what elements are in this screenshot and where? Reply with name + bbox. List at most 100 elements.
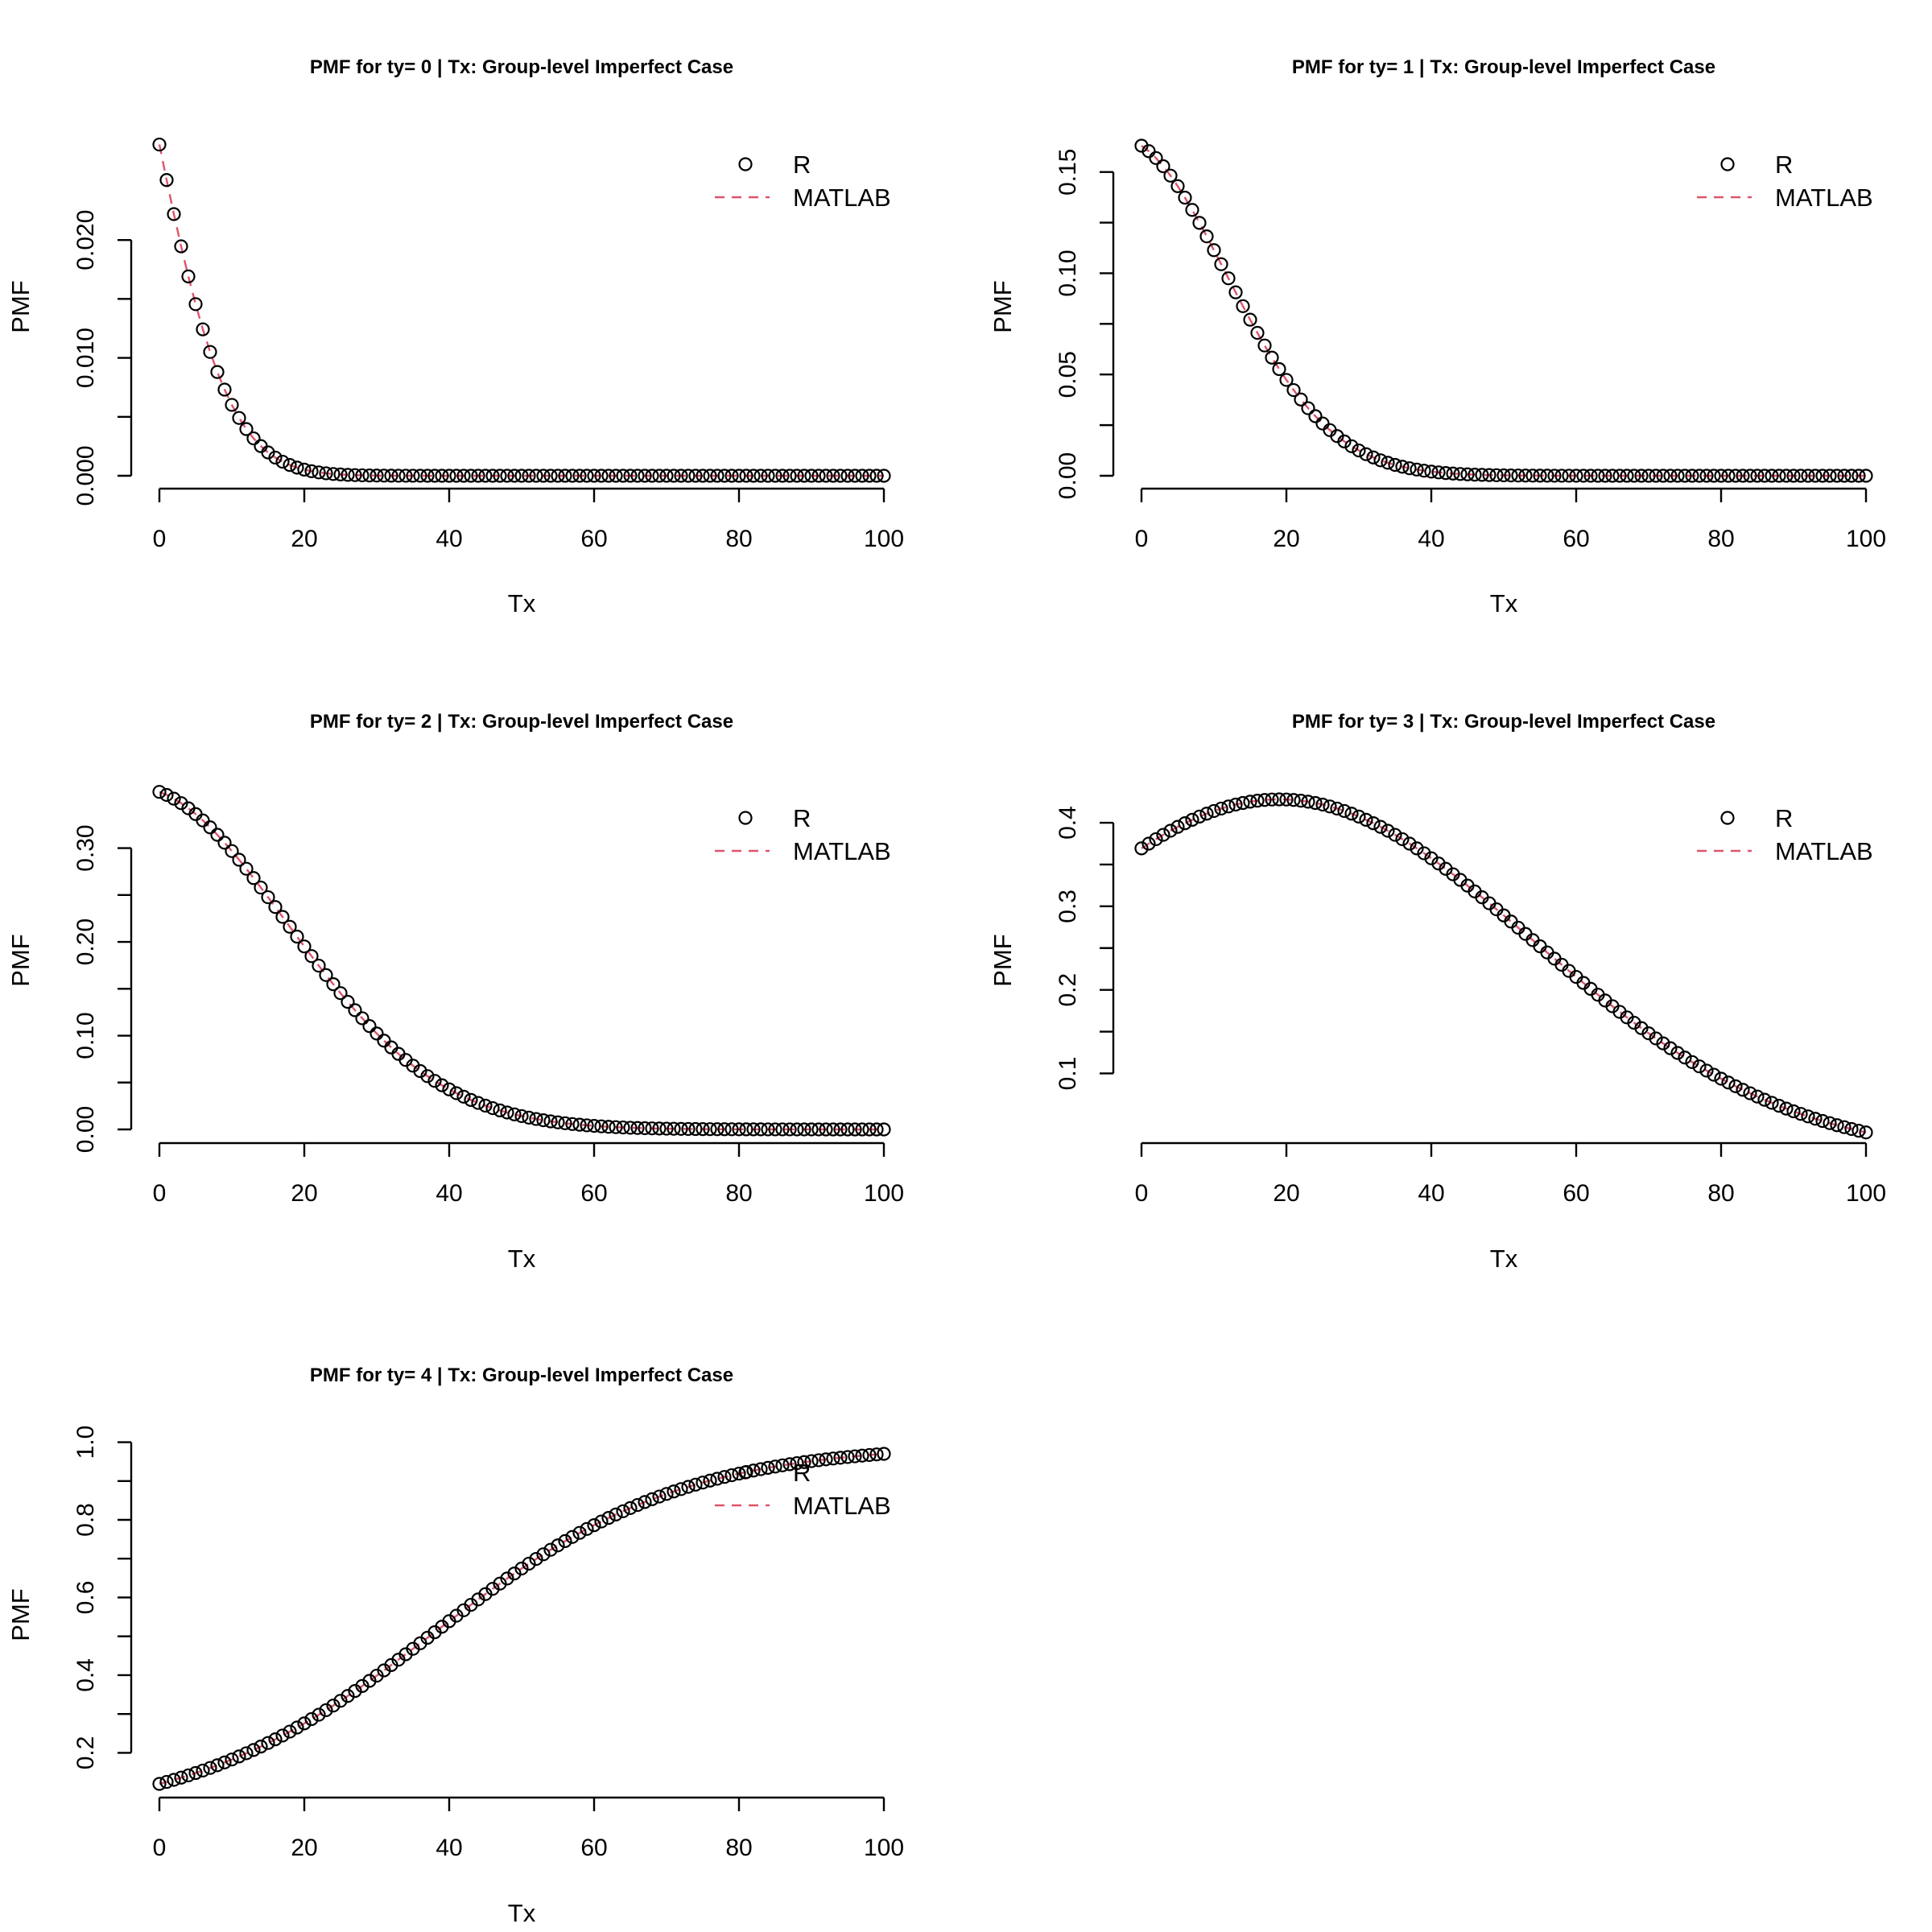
- series-r-point: [500, 1105, 514, 1120]
- series-r-point: [1685, 469, 1699, 483]
- series-r-point: [1185, 203, 1199, 217]
- series-r-point: [746, 469, 761, 483]
- series-r-point: [1612, 469, 1627, 483]
- series-r-point: [1518, 469, 1533, 483]
- series-r-point: [239, 1746, 254, 1761]
- series-r-point: [724, 1468, 739, 1483]
- series-r-point: [543, 469, 558, 483]
- series-r-point: [232, 411, 246, 425]
- series-matlab-line: [159, 1452, 885, 1785]
- series-r-point: [529, 1112, 543, 1126]
- series-r-point: [667, 1484, 681, 1499]
- series-r-point: [275, 454, 290, 469]
- series-r-point: [1395, 832, 1410, 847]
- series-r-point: [239, 422, 254, 436]
- x-tick-label: 40: [1418, 1180, 1444, 1207]
- series-r-point: [456, 469, 471, 483]
- series-r-point: [1344, 807, 1359, 821]
- series-r-point: [1315, 797, 1330, 812]
- x-tick-label: 20: [1273, 526, 1299, 552]
- series-r-point: [1170, 179, 1185, 193]
- series-r-point: [819, 1122, 833, 1137]
- x-axis-title: Tx: [508, 1899, 536, 1927]
- series-r-point: [522, 1556, 536, 1571]
- series-r-point: [775, 1122, 790, 1137]
- series-r-point: [1243, 312, 1257, 327]
- series-r-point: [167, 791, 181, 806]
- series-r-point: [1663, 1041, 1678, 1055]
- series-r-point: [1489, 468, 1504, 482]
- series-r-point: [1678, 1051, 1692, 1065]
- series-r-point: [1272, 361, 1286, 377]
- series-r-point: [1344, 439, 1359, 453]
- series-r-point: [572, 1117, 587, 1132]
- series-r-point: [1808, 469, 1823, 483]
- series-r-point: [239, 861, 254, 876]
- y-tick-label: 0.8: [72, 1503, 99, 1537]
- series-r-point: [1496, 468, 1511, 483]
- series-r-point: [1569, 469, 1583, 483]
- series-r-point: [174, 1770, 188, 1785]
- series-r-point: [804, 1454, 819, 1468]
- series-r-point: [645, 1492, 659, 1507]
- series-r-point: [203, 1761, 217, 1775]
- series-r-point: [1699, 469, 1714, 483]
- series-r-point: [543, 1542, 558, 1557]
- series-r-point: [1359, 812, 1373, 827]
- series-r-point: [761, 1122, 775, 1137]
- series-r-point: [1533, 469, 1547, 483]
- series-r-point: [398, 469, 413, 483]
- series-r-point: [152, 785, 167, 799]
- series-r-point: [188, 297, 203, 312]
- series-r-point: [196, 322, 210, 336]
- series-r-point: [1366, 450, 1381, 464]
- series-r-point: [341, 468, 355, 482]
- series-r-point: [181, 269, 196, 284]
- series-r-point: [1257, 793, 1272, 807]
- x-tick-label: 20: [291, 1835, 317, 1861]
- series-r-point: [1156, 159, 1170, 174]
- series-r-point: [869, 1447, 884, 1462]
- legend-matlab-label: MATLAB: [793, 837, 891, 865]
- series-r-point: [1794, 469, 1808, 483]
- chart-title: PMF for ty= 0 | Tx: Group-level Imperfec…: [310, 56, 733, 78]
- series-r-point: [1141, 144, 1156, 159]
- series-r-point: [558, 1534, 572, 1549]
- x-tick-label: 0: [153, 526, 167, 552]
- legend-r-label: R: [793, 804, 811, 832]
- series-r-point: [442, 469, 456, 483]
- series-r-point: [254, 880, 268, 895]
- series-r-point: [1221, 271, 1236, 286]
- series-r-point: [1308, 795, 1323, 811]
- series-r-point: [485, 1100, 500, 1116]
- series-r-point: [1598, 469, 1612, 483]
- series-matlab-line: [1141, 145, 1866, 477]
- series-r-point: [594, 1119, 609, 1133]
- series-r-point: [688, 1477, 703, 1492]
- series-r-point: [645, 1121, 659, 1136]
- series-r-point: [877, 1447, 891, 1461]
- series-r-point: [420, 1069, 435, 1084]
- series-r-point: [761, 469, 775, 483]
- series-r-point: [753, 1462, 768, 1476]
- series-r-point: [1199, 229, 1214, 244]
- series-r-point: [1750, 469, 1765, 483]
- series-r-point: [536, 469, 551, 483]
- series-r-point: [1721, 469, 1736, 483]
- series-r-point: [1859, 1125, 1873, 1140]
- series-r-point: [1468, 468, 1482, 482]
- series-r-point: [1192, 216, 1207, 230]
- y-tick-label: 0.020: [72, 210, 99, 270]
- series-r-point: [1221, 799, 1236, 814]
- series-r-point: [1605, 469, 1620, 483]
- series-r-point: [1801, 1109, 1815, 1124]
- series-r-point: [1728, 469, 1743, 483]
- series-r-point: [558, 469, 572, 483]
- series-r-point: [297, 939, 312, 954]
- series-r-point: [638, 1495, 652, 1509]
- x-tick-label: 0: [153, 1835, 167, 1861]
- series-r-point: [348, 1003, 362, 1018]
- series-r-point: [435, 469, 449, 483]
- series-r-point: [703, 1473, 717, 1488]
